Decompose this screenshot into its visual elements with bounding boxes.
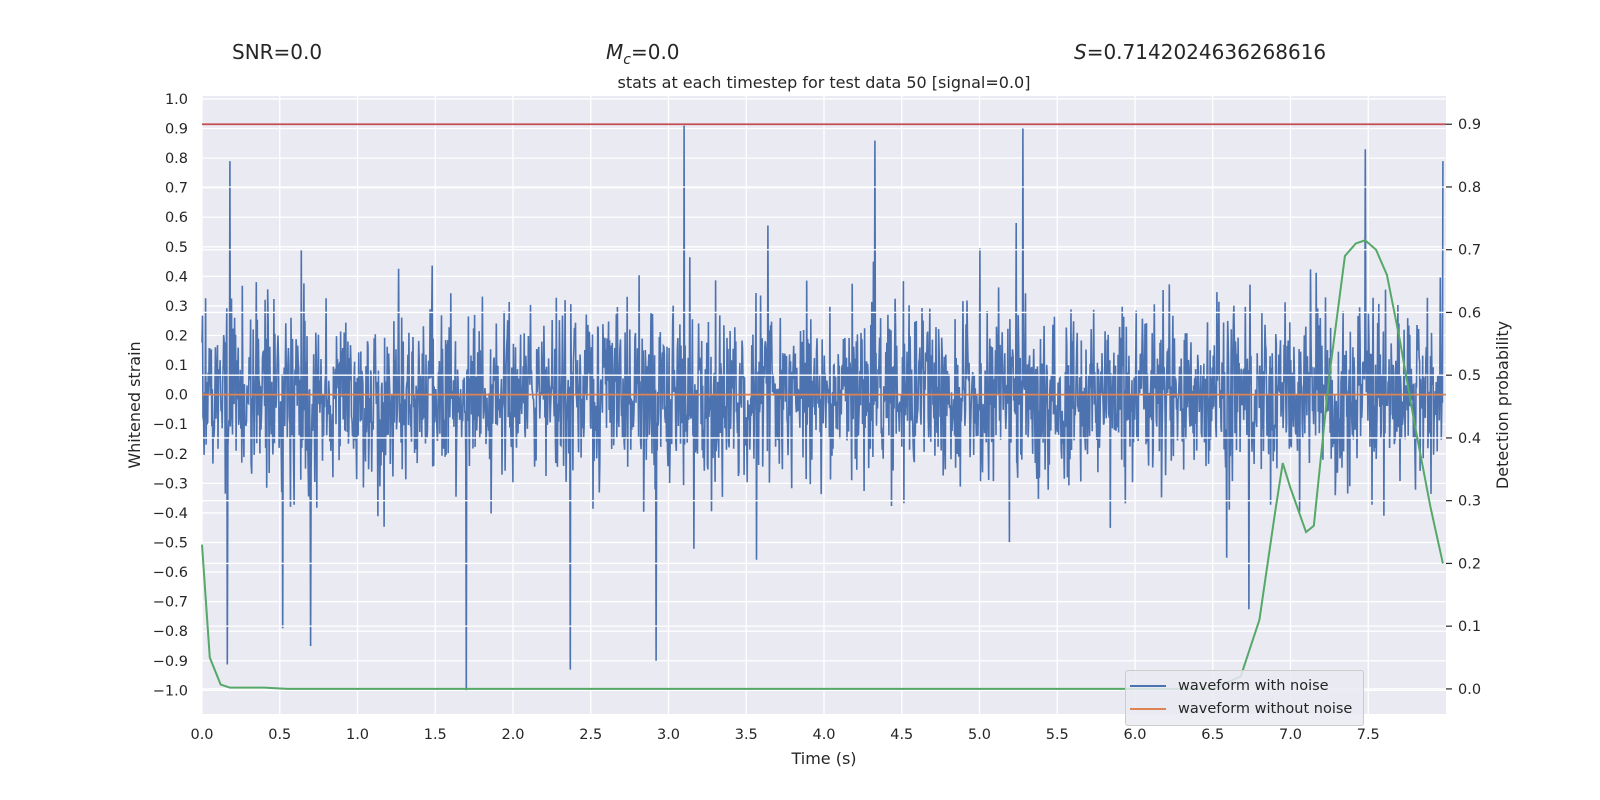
y-tick-label-left: −0.7 [153, 595, 188, 611]
legend-item-waveform-with-noise: waveform with noise [1130, 676, 1329, 696]
s-score-symbol: S [1074, 40, 1087, 64]
legend-label: waveform with noise [1178, 678, 1329, 694]
x-axis-label: Time (s) [790, 749, 856, 768]
x-tick-label: 1.5 [424, 727, 447, 743]
y-tick-label-left: 0.3 [165, 299, 188, 315]
legend-label: waveform without noise [1178, 701, 1353, 717]
y-tick-label-left: −0.9 [153, 654, 188, 670]
y-tick-label-right: 0.0 [1458, 682, 1481, 698]
x-tick-label: 3.0 [657, 727, 680, 743]
s-score-value: =0.7142024636268616 [1086, 40, 1327, 64]
y-tick-label-right: 0.1 [1458, 619, 1481, 635]
chirp-mass-label: Mc=0.0 [606, 40, 680, 68]
y-tick-label-right: 0.7 [1458, 243, 1481, 259]
data-layer [201, 123, 1446, 691]
x-tick-label: 6.0 [1123, 727, 1146, 743]
legend-item-waveform-without-noise: waveform without noise [1130, 699, 1352, 719]
series-detection-probability [201, 239, 1444, 690]
chirp-mass-value: =0.0 [630, 40, 680, 64]
ticks-layer: 0.0 0.5 1.0 1.5 2.0 2.5 3.0 3.5 4.0 4.5 5.0 5.5 6.0 6… [153, 92, 1481, 743]
chart-title: stats at each timestep for test data 50 … [618, 73, 1031, 92]
y-tick-label-right: 0.5 [1458, 368, 1481, 384]
y-tick-label-left: 0.4 [165, 269, 188, 285]
chirp-mass-subscript: c [623, 52, 631, 68]
y-tick-label-left: −0.2 [153, 447, 188, 463]
y-tick-label-right: 0.3 [1458, 494, 1481, 510]
y-tick-label-left: 0.9 [165, 122, 188, 138]
y-tick-label-left: 0.5 [165, 240, 188, 256]
legend-swatch-blue [1130, 685, 1166, 687]
legend: waveform with noise waveform without noi… [1125, 670, 1364, 726]
y-tick-label-left: 0.2 [165, 329, 188, 345]
y-tick-label-right: 0.9 [1458, 117, 1481, 133]
s-score-label: S=0.7142024636268616 [1074, 40, 1326, 64]
x-tick-label: 0.5 [268, 727, 291, 743]
x-tick-label: 7.0 [1279, 727, 1302, 743]
series-waveform-with-noise [201, 125, 1444, 691]
y-tick-label-left: 1.0 [165, 92, 188, 108]
x-tick-label: 1.0 [346, 727, 369, 743]
y-tick-label-right: 0.2 [1458, 556, 1481, 572]
y-tick-label-left: −0.4 [153, 506, 188, 522]
legend-swatch-orange [1130, 708, 1166, 710]
y-tick-label-left: −0.6 [153, 565, 188, 581]
y-tick-label-left: −0.5 [153, 535, 188, 551]
y-tick-label-left: 0.1 [165, 358, 188, 374]
y-axis-label-left: Whitened strain [125, 341, 144, 468]
x-tick-label: 5.0 [968, 727, 991, 743]
y-tick-label-right: 0.6 [1458, 305, 1481, 321]
y-tick-label-right: 0.4 [1458, 431, 1481, 447]
x-tick-label: 2.0 [501, 727, 524, 743]
x-tick-label: 4.0 [812, 727, 835, 743]
x-tick-label: 5.5 [1046, 727, 1069, 743]
y-tick-label-left: −0.8 [153, 624, 188, 640]
snr-label: SNR=0.0 [232, 40, 323, 64]
y-tick-label-left: −0.3 [153, 476, 188, 492]
x-tick-label: 4.5 [890, 727, 913, 743]
y-tick-label-left: 0.8 [165, 151, 188, 167]
y-tick-label-left: 0.0 [165, 388, 188, 404]
y-axis-label-right: Detection probability [1493, 321, 1512, 489]
x-tick-label: 3.5 [735, 727, 758, 743]
x-tick-label: 2.5 [579, 727, 602, 743]
x-tick-label: 7.5 [1357, 727, 1380, 743]
y-tick-label-left: −1.0 [153, 683, 188, 699]
y-tick-label-left: 0.7 [165, 181, 188, 197]
x-tick-label: 6.5 [1201, 727, 1224, 743]
chirp-mass-symbol: M [606, 40, 624, 64]
y-tick-label-left: −0.1 [153, 417, 188, 433]
y-tick-label-right: 0.8 [1458, 180, 1481, 196]
y-tick-label-left: 0.6 [165, 210, 188, 226]
x-tick-label: 0.0 [190, 727, 213, 743]
